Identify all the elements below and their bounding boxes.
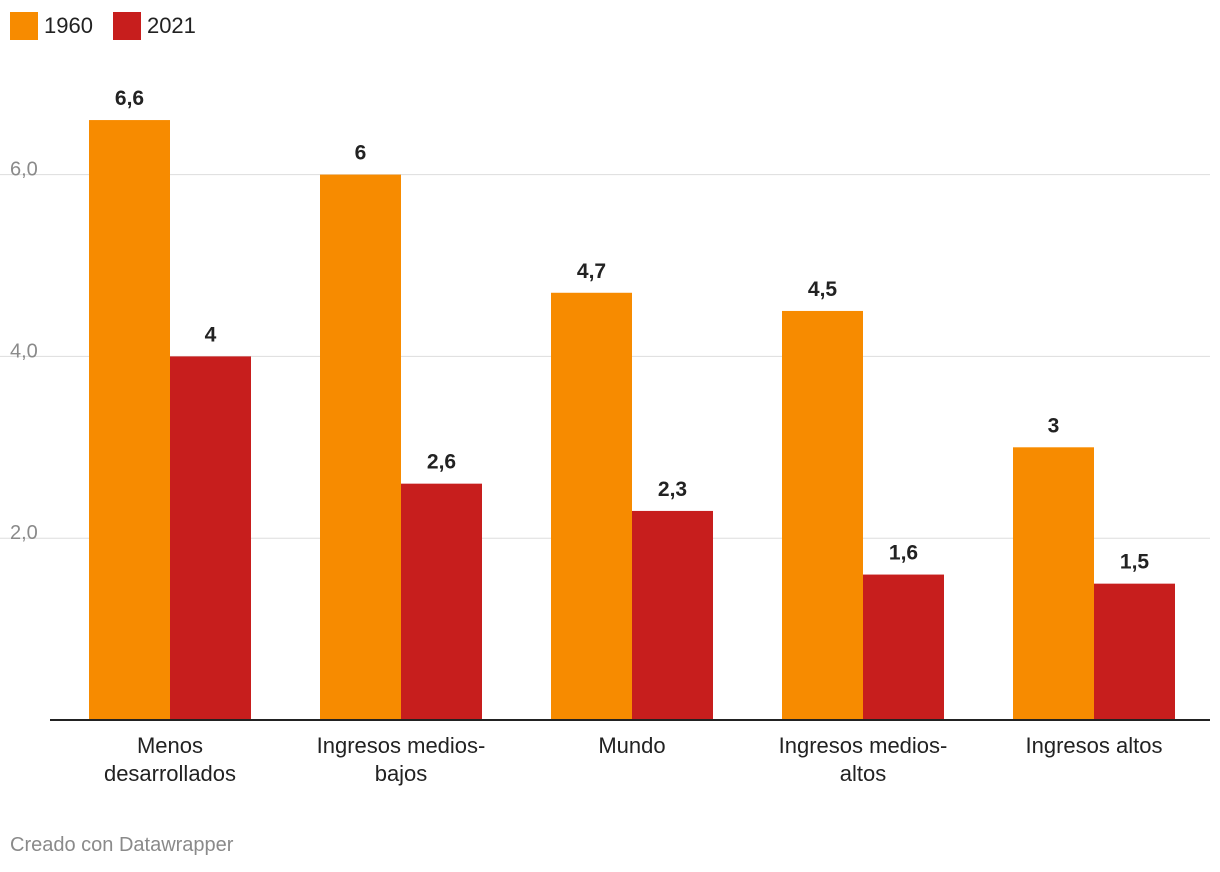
- legend-swatch-1960: [10, 12, 38, 40]
- data-label: 4: [205, 323, 217, 346]
- x-tick-label: bajos: [375, 761, 428, 786]
- data-label: 2,6: [427, 451, 456, 474]
- data-label: 1,5: [1120, 551, 1150, 574]
- x-tick-label: altos: [840, 761, 886, 786]
- bar-2021-4: [1094, 583, 1175, 720]
- legend-swatch-2021: [112, 12, 141, 40]
- data-label: 6,6: [115, 87, 144, 110]
- data-label: 2,3: [658, 478, 687, 501]
- legend-item-2021: 2021: [112, 12, 196, 40]
- legend-item-1960: 1960: [10, 12, 93, 40]
- x-tick-label: Mundo: [598, 733, 665, 758]
- legend-label-1960: 1960: [44, 13, 93, 38]
- y-tick-label: 6,0: [10, 159, 38, 181]
- bar-1960-2: [551, 292, 632, 720]
- bar-2021-2: [632, 510, 713, 720]
- bar-2021-0: [170, 356, 251, 720]
- data-label: 4,7: [577, 260, 606, 283]
- x-tick-label: Ingresos altos: [1026, 733, 1163, 758]
- x-tick-label: Menos: [137, 733, 203, 758]
- bar-2021-1: [401, 483, 482, 720]
- bar-1960-1: [320, 174, 401, 721]
- legend-label-2021: 2021: [146, 13, 196, 38]
- bar-1960-0: [89, 120, 170, 720]
- x-tick-label: Ingresos medios-: [317, 733, 486, 758]
- data-label: 6: [355, 142, 367, 165]
- bar-1960-3: [782, 310, 863, 720]
- data-label: 4,5: [808, 278, 838, 301]
- y-tick-label: 2,0: [10, 522, 38, 544]
- data-label: 3: [1048, 414, 1060, 437]
- bar-1960-4: [1013, 447, 1094, 720]
- data-label: 1,6: [889, 542, 918, 565]
- bar-2021-3: [863, 574, 944, 720]
- x-tick-label: Ingresos medios-: [779, 733, 948, 758]
- legend: 1960 2021: [10, 12, 196, 40]
- y-tick-label: 4,0: [10, 340, 38, 362]
- x-tick-label: desarrollados: [104, 761, 236, 786]
- footer-credit: Creado con Datawrapper: [10, 834, 234, 856]
